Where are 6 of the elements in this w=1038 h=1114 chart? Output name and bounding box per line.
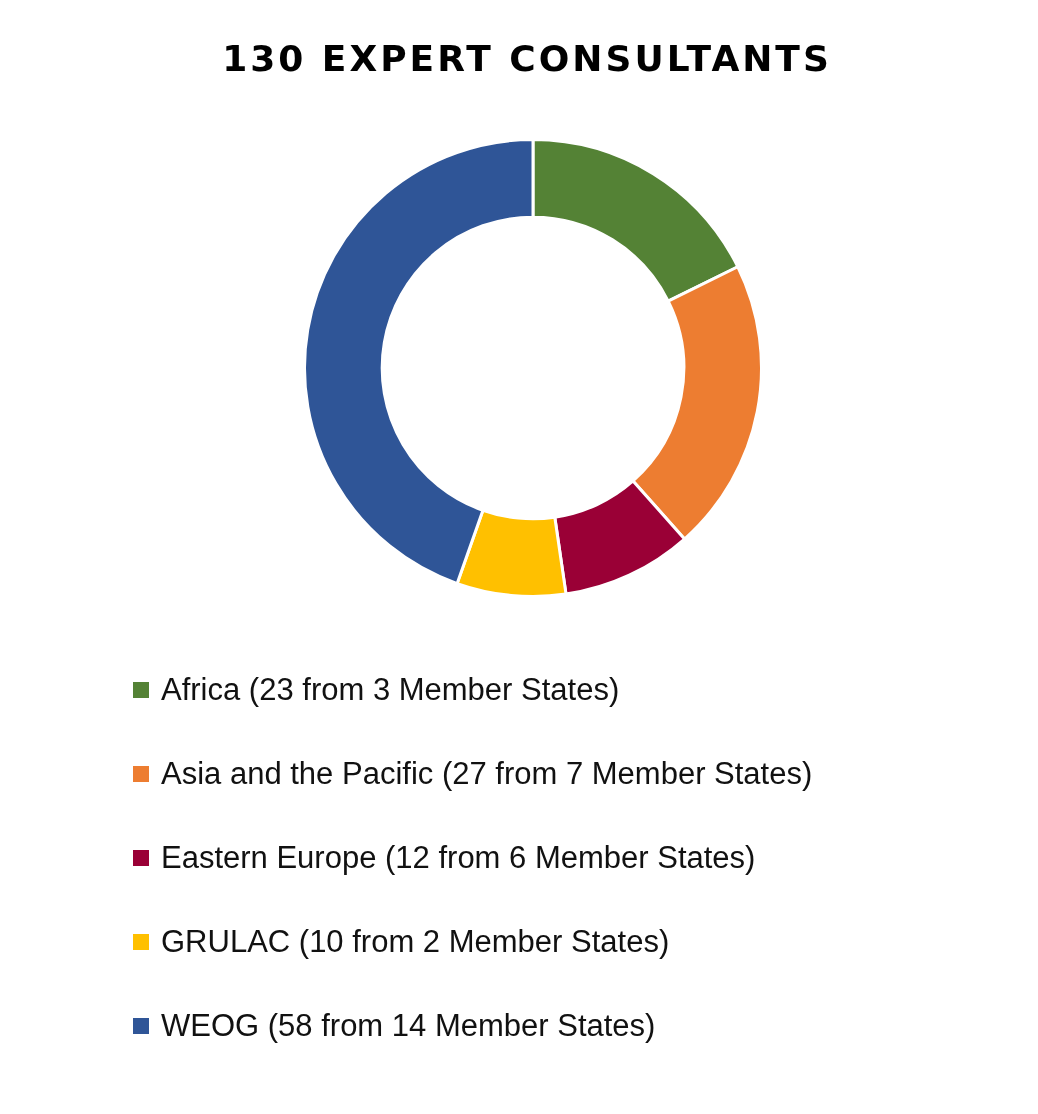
legend-label: GRULAC (10 from 2 Member States) — [161, 924, 670, 960]
chart-title: 130 EXPERT CONSULTANTS — [221, 36, 833, 81]
legend-label: Asia and the Pacific (27 from 7 Member States) — [161, 756, 813, 792]
legend-label: Eastern Europe (12 from 6 Member States) — [161, 840, 756, 876]
legend-label: Africa (23 from 3 Member States) — [161, 672, 620, 708]
legend-label: WEOG (58 from 14 Member States) — [161, 1008, 656, 1044]
